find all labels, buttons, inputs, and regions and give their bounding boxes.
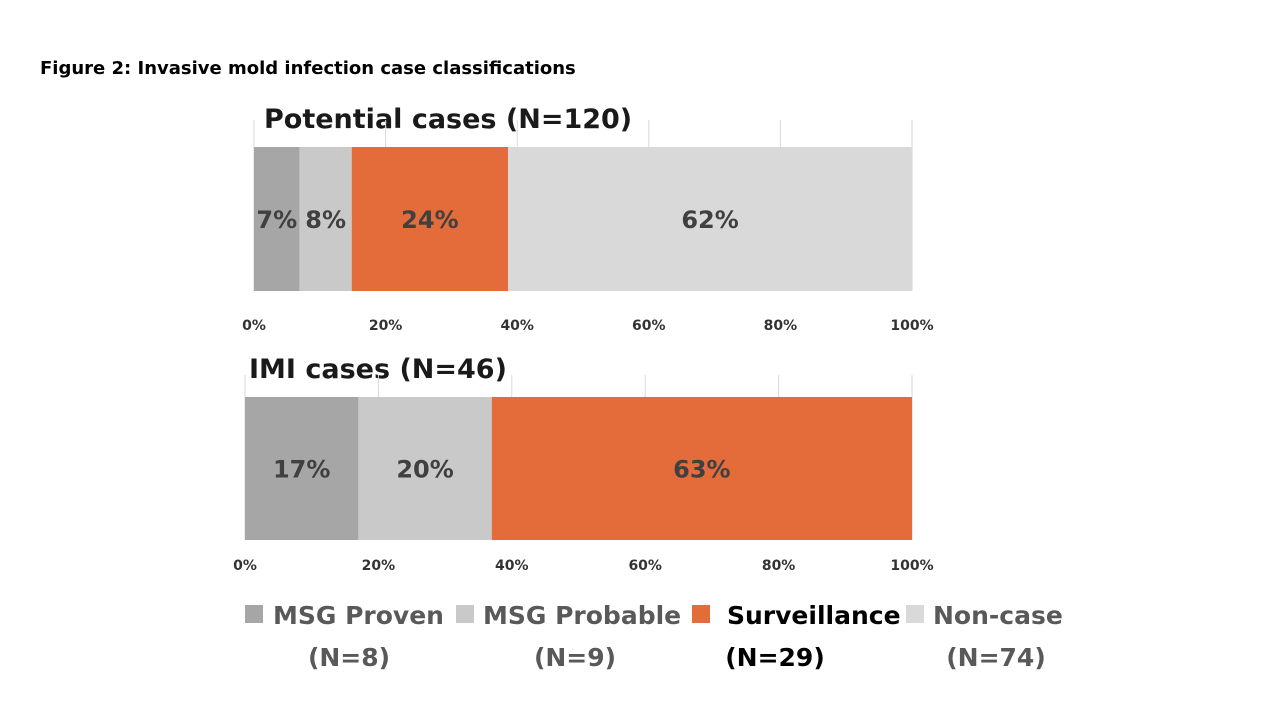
bar-segment-proven	[254, 147, 300, 291]
panel-title: Potential cases (N=120)	[264, 104, 632, 135]
legend-swatch-proven	[245, 605, 263, 623]
figure-caption: Figure 2: Invasive mold infection case c…	[40, 58, 576, 79]
x-tick-label: 100%	[890, 558, 933, 574]
legend-count-noncase: (N=74)	[946, 643, 1046, 672]
data-label-proven: 7%	[256, 206, 297, 234]
bar-segment-proven	[245, 397, 359, 540]
data-label-probable: 8%	[305, 206, 346, 234]
x-tick-label: 100%	[890, 318, 933, 334]
data-label-probable: 20%	[396, 456, 453, 484]
legend-label-probable: MSG Probable	[483, 601, 681, 630]
x-tick-label: 0%	[242, 318, 266, 334]
x-tick-label: 40%	[500, 318, 534, 334]
data-label-surveillance: 24%	[401, 206, 458, 234]
legend: MSG Proven (N=8) MSG Probable (N=9) Surveill…	[245, 601, 1063, 672]
x-tick-label: 20%	[369, 318, 403, 334]
legend-count-proven: (N=8)	[308, 643, 390, 672]
chart-panel-1: Potential cases (N=120) 0% 20% 40% 60% 80% 100…	[242, 104, 934, 334]
legend-count-probable: (N=9)	[534, 643, 616, 672]
legend-swatch-noncase	[906, 605, 924, 623]
legend-swatch-probable	[456, 605, 474, 623]
bar-segment-noncase	[508, 147, 912, 291]
bar-segment-probable	[358, 397, 492, 540]
x-tick-label: 0%	[233, 558, 257, 574]
x-tick-label: 80%	[764, 318, 798, 334]
legend-label-proven: MSG Proven	[273, 601, 444, 630]
legend-label-surveillance: Surveillance	[727, 601, 901, 630]
data-label-proven: 17%	[273, 456, 330, 484]
legend-label-noncase: Non-case	[933, 601, 1063, 630]
x-tick-label: 20%	[362, 558, 396, 574]
x-tick-label: 40%	[495, 558, 529, 574]
data-label-surveillance: 63%	[673, 456, 730, 484]
x-tick-label: 60%	[628, 558, 662, 574]
x-tick-label: 80%	[762, 558, 796, 574]
x-tick-label: 60%	[632, 318, 666, 334]
bar-segment-surveillance	[351, 147, 509, 291]
bar-segment-probable	[299, 147, 352, 291]
legend-swatch-surveillance	[692, 605, 710, 623]
bar-segment-surveillance	[491, 397, 912, 540]
data-label-noncase: 62%	[681, 206, 738, 234]
chart-panel-2: IMI cases (N=46)0% 20% 40% 60% 80% 100%17% 20%…	[233, 354, 934, 574]
legend-count-surveillance: (N=29)	[725, 643, 825, 672]
